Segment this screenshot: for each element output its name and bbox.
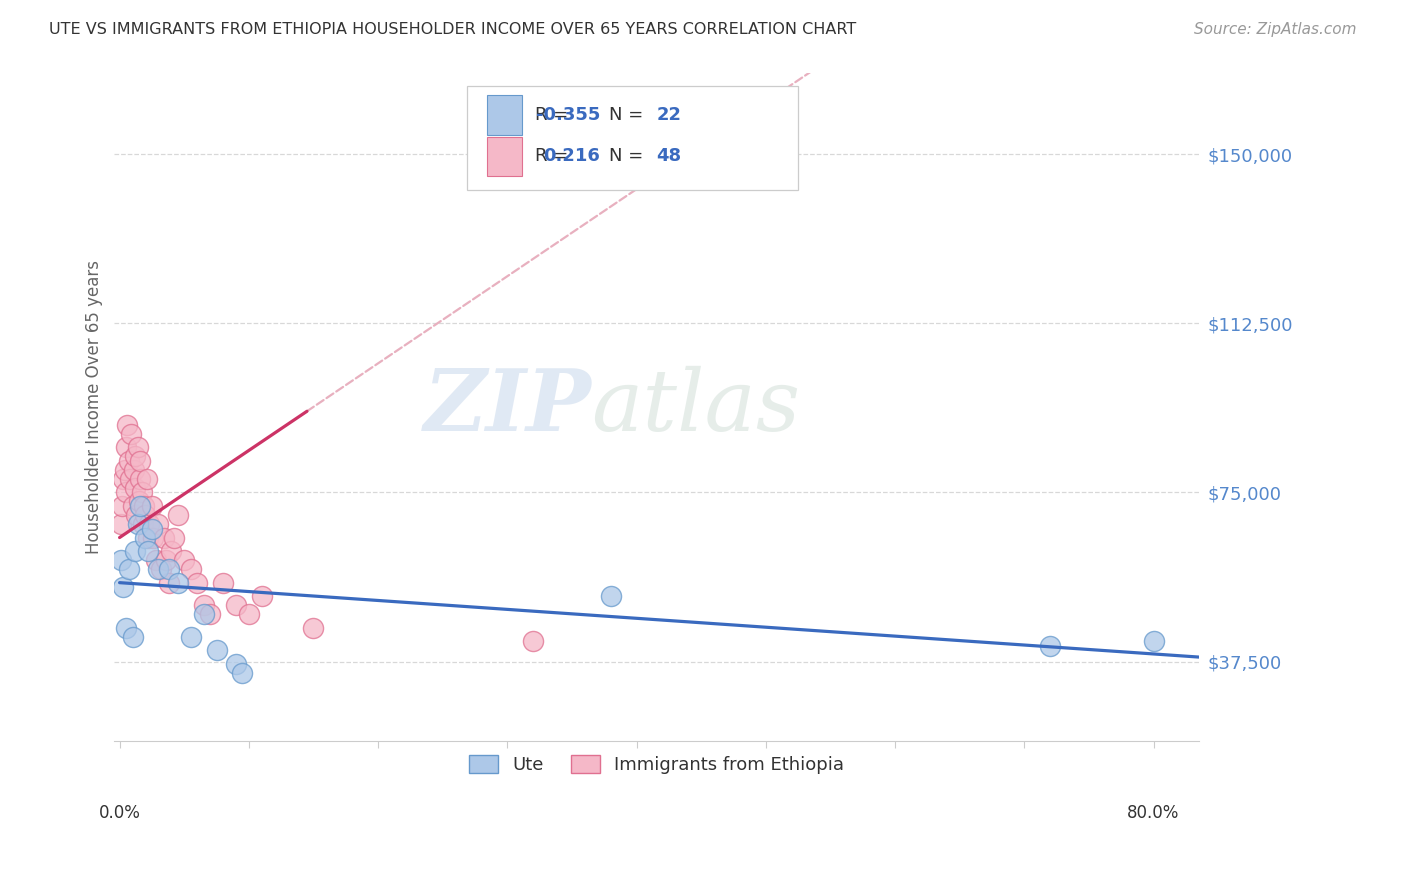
Legend: Ute, Immigrants from Ethiopia: Ute, Immigrants from Ethiopia xyxy=(464,749,849,780)
Point xyxy=(110,553,132,567)
Text: 0.216: 0.216 xyxy=(543,147,600,165)
Point xyxy=(149,562,172,576)
Point xyxy=(231,665,253,680)
Point xyxy=(141,499,163,513)
Point xyxy=(129,499,152,513)
Point xyxy=(250,589,273,603)
Point xyxy=(115,485,138,500)
Text: 80.0%: 80.0% xyxy=(1128,804,1180,822)
Point xyxy=(124,544,146,558)
FancyBboxPatch shape xyxy=(488,136,522,176)
Y-axis label: Householder Income Over 65 years: Householder Income Over 65 years xyxy=(86,260,103,554)
Point xyxy=(142,531,165,545)
Text: UTE VS IMMIGRANTS FROM ETHIOPIA HOUSEHOLDER INCOME OVER 65 YEARS CORRELATION CHA: UTE VS IMMIGRANTS FROM ETHIOPIA HOUSEHOL… xyxy=(49,22,856,37)
Text: 0.0%: 0.0% xyxy=(98,804,141,822)
Text: ZIP: ZIP xyxy=(423,365,592,449)
Point xyxy=(166,575,188,590)
Point xyxy=(180,630,202,644)
Point xyxy=(155,553,177,567)
Point xyxy=(112,472,135,486)
Point xyxy=(128,494,150,508)
Text: 48: 48 xyxy=(657,147,682,165)
Point xyxy=(145,553,167,567)
Point xyxy=(136,544,159,558)
Text: Source: ZipAtlas.com: Source: ZipAtlas.com xyxy=(1194,22,1357,37)
Point xyxy=(157,562,180,576)
Point xyxy=(117,454,139,468)
Point xyxy=(186,575,208,590)
Text: 22: 22 xyxy=(657,106,682,124)
Point xyxy=(148,516,170,531)
Point xyxy=(121,630,143,644)
Point xyxy=(110,516,132,531)
Point xyxy=(599,589,621,603)
Point xyxy=(1039,639,1062,653)
Point xyxy=(193,607,215,622)
Text: R =: R = xyxy=(536,106,568,124)
Point xyxy=(134,531,156,545)
Point xyxy=(212,575,235,590)
Point xyxy=(112,580,135,594)
Point xyxy=(118,472,141,486)
Point xyxy=(205,643,228,657)
Point xyxy=(114,463,136,477)
Point xyxy=(134,499,156,513)
Point xyxy=(166,508,188,522)
Point xyxy=(193,598,215,612)
Point xyxy=(132,516,155,531)
Point xyxy=(125,508,148,522)
Point xyxy=(122,463,145,477)
Point xyxy=(127,440,149,454)
Point xyxy=(115,440,138,454)
Point xyxy=(135,472,157,486)
Point xyxy=(117,417,139,432)
Text: N =: N = xyxy=(609,147,643,165)
Point xyxy=(152,531,174,545)
FancyBboxPatch shape xyxy=(467,87,797,190)
Point xyxy=(124,481,146,495)
Point xyxy=(1142,634,1164,648)
Text: -0.355: -0.355 xyxy=(536,106,600,124)
Text: atlas: atlas xyxy=(592,366,800,448)
Point xyxy=(121,499,143,513)
Point xyxy=(160,544,183,558)
Text: N =: N = xyxy=(609,106,643,124)
Point xyxy=(225,657,247,671)
Point xyxy=(117,562,139,576)
Point xyxy=(134,508,156,522)
Point xyxy=(522,634,544,648)
Point xyxy=(141,522,163,536)
Point xyxy=(198,607,221,622)
Point xyxy=(302,621,325,635)
Point xyxy=(129,454,152,468)
Point xyxy=(157,575,180,590)
Point xyxy=(238,607,260,622)
Point xyxy=(148,562,170,576)
Point xyxy=(124,450,146,464)
Point xyxy=(173,553,195,567)
Point xyxy=(163,531,186,545)
Point xyxy=(136,531,159,545)
Text: R =: R = xyxy=(536,147,568,165)
Point xyxy=(129,472,152,486)
Point xyxy=(138,516,160,531)
Point xyxy=(127,516,149,531)
Point xyxy=(115,621,138,635)
Point xyxy=(111,499,134,513)
Point xyxy=(120,426,142,441)
FancyBboxPatch shape xyxy=(488,95,522,135)
Point xyxy=(225,598,247,612)
Point xyxy=(131,485,153,500)
Point xyxy=(180,562,202,576)
